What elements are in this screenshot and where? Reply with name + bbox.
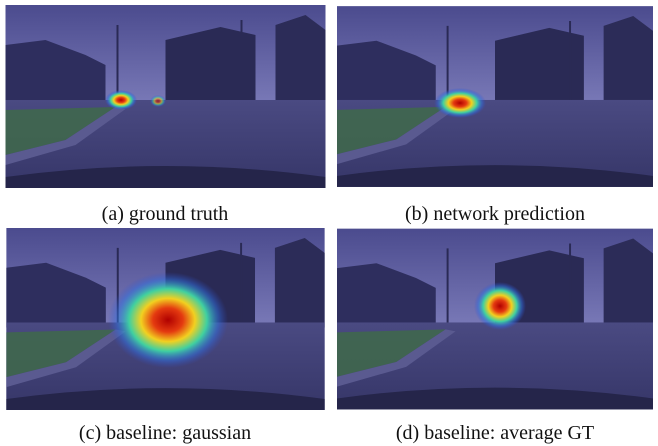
panel-c: (c) baseline: gaussian [6,228,324,444]
heatmap [108,272,228,368]
heatmap [474,282,526,330]
image [6,5,326,188]
heatmap [105,90,137,110]
heatmap [434,88,486,118]
heatmap [150,95,166,107]
image [337,6,653,187]
panel-a: (a) ground truth [6,5,326,225]
caption: (d) baseline: average GT [396,422,594,444]
caption: (b) network prediction [405,203,585,225]
caption: (c) baseline: gaussian [79,422,251,444]
figure: (a) ground truth (b) network prediction … [0,0,658,446]
panel-b: (b) network prediction [337,6,653,225]
panel-d: (d) baseline: average GT [337,229,653,444]
caption: (a) ground truth [102,203,229,225]
